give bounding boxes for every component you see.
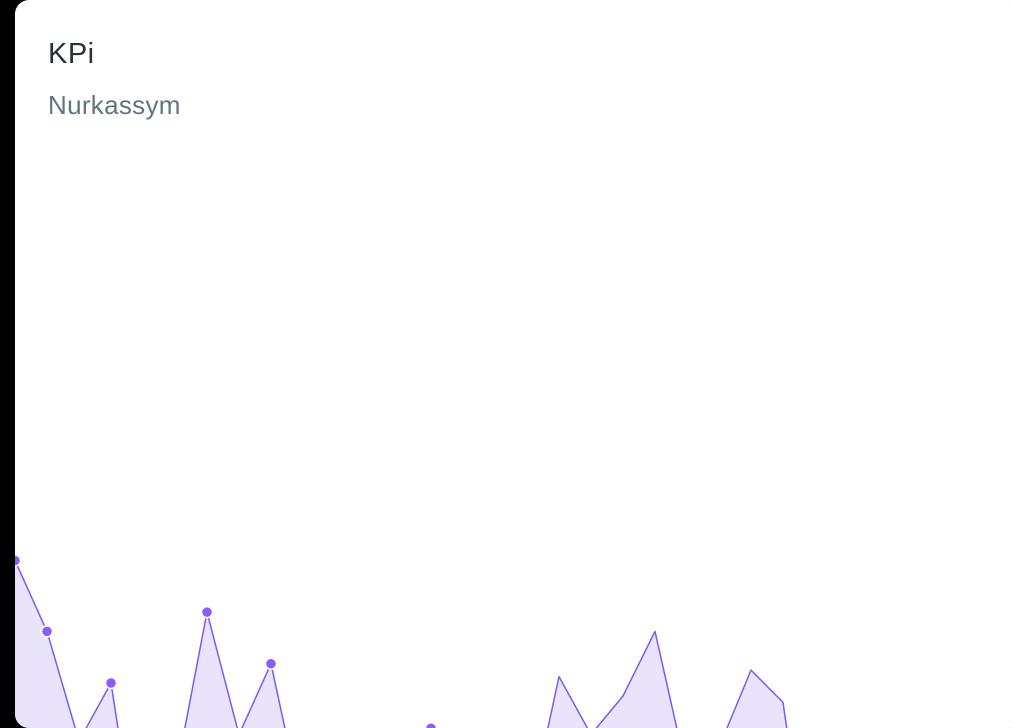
chart-card: KPi Nurkassym — [15, 0, 1012, 728]
data-point[interactable] — [104, 676, 118, 690]
area-chart — [15, 554, 1012, 728]
data-point[interactable] — [200, 605, 214, 619]
series-line — [15, 560, 788, 728]
data-point[interactable] — [15, 554, 22, 567]
chart-title: KPi — [48, 38, 95, 70]
data-point[interactable] — [424, 721, 438, 728]
area-fill — [15, 560, 1012, 728]
data-point[interactable] — [264, 657, 278, 670]
chart-subtitle: Nurkassym — [48, 90, 181, 120]
data-point[interactable] — [40, 625, 54, 638]
